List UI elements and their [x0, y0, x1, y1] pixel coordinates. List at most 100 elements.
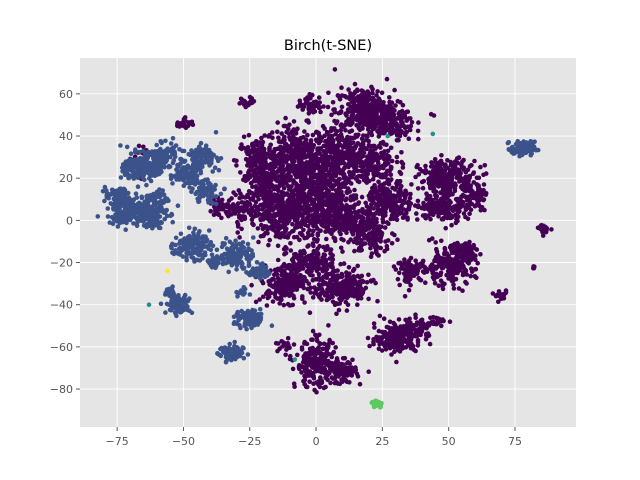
scatter-point-cluster-0: [375, 116, 381, 121]
scatter-point-cluster-0: [273, 177, 279, 182]
scatter-point-cluster-0: [371, 152, 377, 157]
scatter-point-cluster-0: [443, 162, 448, 167]
scatter-point-cluster-0: [274, 211, 280, 217]
scatter-point-cluster-0: [343, 151, 348, 156]
scatter-point-cluster-0: [325, 142, 330, 148]
scatter-point-cluster-0: [447, 319, 453, 325]
scatter-point-cluster-0: [308, 141, 313, 146]
scatter-point-cluster-0: [365, 89, 371, 95]
scatter-point-cluster-0: [309, 266, 315, 271]
scatter-point-cluster-0: [402, 294, 408, 299]
scatter-point-cluster-0: [307, 171, 313, 176]
scatter-point-cluster-0: [326, 189, 332, 194]
scatter-point-cluster-0: [337, 281, 343, 287]
scatter-point-cluster-0: [299, 169, 305, 174]
scatter-point-cluster-0: [375, 202, 380, 207]
scatter-point-cluster-0: [365, 164, 370, 170]
scatter-point-cluster-0: [346, 117, 351, 122]
scatter-point-cluster-0: [274, 169, 280, 175]
scatter-point-cluster-0: [315, 237, 320, 242]
scatter-point-cluster-0: [453, 170, 459, 175]
scatter-point-cluster-0: [239, 146, 244, 152]
scatter-point-cluster-0: [351, 140, 356, 145]
scatter-point-cluster-0: [328, 380, 333, 386]
scatter-point-cluster-0: [302, 222, 308, 228]
scatter-point-cluster-0: [403, 188, 408, 194]
scatter-point-cluster-0: [307, 228, 312, 233]
scatter-point-cluster-0: [280, 163, 286, 168]
scatter-point-cluster-0: [258, 149, 264, 154]
scatter-point-cluster-0: [424, 197, 429, 202]
scatter-point-cluster-0: [249, 282, 254, 288]
scatter-point-cluster-0: [251, 222, 256, 228]
scatter-point-cluster-0: [419, 205, 425, 211]
scatter-point-cluster-0: [264, 224, 269, 229]
scatter-point-cluster-0: [322, 133, 328, 139]
scatter-point-cluster-0: [358, 224, 364, 230]
scatter-point-cluster-0: [295, 213, 300, 218]
scatter-point-cluster-0: [279, 171, 284, 177]
scatter-point-cluster-0: [256, 239, 261, 245]
scatter-point-cluster-0: [301, 149, 307, 155]
scatter-point-cluster-0: [368, 245, 373, 251]
scatter-point-cluster-0: [383, 104, 388, 109]
scatter-point-cluster-0: [321, 149, 326, 154]
scatter-point-cluster-0: [283, 115, 288, 121]
scatter-point-cluster-0: [245, 163, 250, 168]
scatter-point-cluster-0: [283, 250, 289, 256]
scatter-point-cluster-0: [292, 188, 297, 193]
scatter-point-cluster-0: [268, 192, 273, 198]
scatter-point-cluster-0: [403, 317, 408, 323]
scatter-point-cluster-0: [475, 189, 481, 194]
scatter-point-cluster-0: [442, 251, 447, 256]
scatter-point-cluster-0: [462, 188, 467, 193]
scatter-point-cluster-0: [306, 269, 312, 274]
scatter-point-cluster-0: [282, 234, 288, 240]
scatter-point-cluster-0: [391, 264, 397, 269]
scatter-point-cluster-0: [336, 307, 342, 313]
scatter-point-cluster-0: [390, 336, 395, 342]
scatter-point-cluster-0: [350, 357, 355, 363]
scatter-point-cluster-0: [281, 261, 287, 267]
scatter-point-cluster-0: [276, 267, 282, 273]
scatter-point-cluster-0: [264, 212, 270, 218]
scatter-point-cluster-0: [255, 193, 260, 199]
scatter-point-cluster-0: [299, 256, 305, 261]
scatter-point-cluster-0: [377, 313, 383, 319]
scatter-point-cluster-0: [319, 184, 325, 189]
scatter-point-cluster-0: [373, 222, 378, 228]
scatter-point-cluster-0: [312, 387, 317, 393]
scatter-point-cluster-0: [387, 340, 392, 346]
scatter-point-cluster-0: [340, 249, 345, 254]
scatter-point-cluster-0: [283, 176, 289, 181]
scatter-point-cluster-0: [399, 159, 405, 165]
scatter-point-cluster-0: [258, 166, 264, 172]
scatter-point-cluster-0: [367, 241, 372, 247]
scatter-point-cluster-0: [279, 131, 285, 136]
scatter-point-cluster-0: [407, 127, 413, 133]
scatter-point-cluster-0: [281, 139, 286, 145]
scatter-point-cluster-0: [277, 166, 282, 171]
scatter-point-cluster-0: [364, 280, 370, 285]
scatter-point-cluster-0: [409, 120, 415, 125]
scatter-point-cluster-0: [325, 104, 331, 110]
scatter-point-cluster-0: [266, 172, 271, 178]
scatter-point-cluster-0: [245, 175, 251, 180]
scatter-point-cluster-0: [455, 218, 460, 224]
scatter-point-cluster-0: [276, 135, 281, 141]
scatter-point-cluster-0: [447, 178, 453, 184]
scatter-point-cluster-0: [380, 172, 385, 177]
scatter-point-cluster-0: [452, 181, 458, 186]
scatter-point-cluster-0: [378, 235, 384, 241]
scatter-point-cluster-0: [431, 207, 437, 212]
scatter-point-cluster-0: [375, 206, 381, 212]
scatter-point-cluster-0: [279, 177, 284, 182]
scatter-point-cluster-0: [300, 264, 305, 270]
scatter-point-cluster-0: [357, 99, 363, 105]
scatter-point-cluster-0: [301, 227, 306, 233]
scatter-point-cluster-0: [407, 316, 412, 322]
scatter-point-cluster-0: [345, 302, 351, 308]
scatter-point-cluster-0: [289, 257, 295, 263]
scatter-point-cluster-0: [275, 192, 281, 198]
scatter-point-cluster-0: [326, 90, 331, 96]
